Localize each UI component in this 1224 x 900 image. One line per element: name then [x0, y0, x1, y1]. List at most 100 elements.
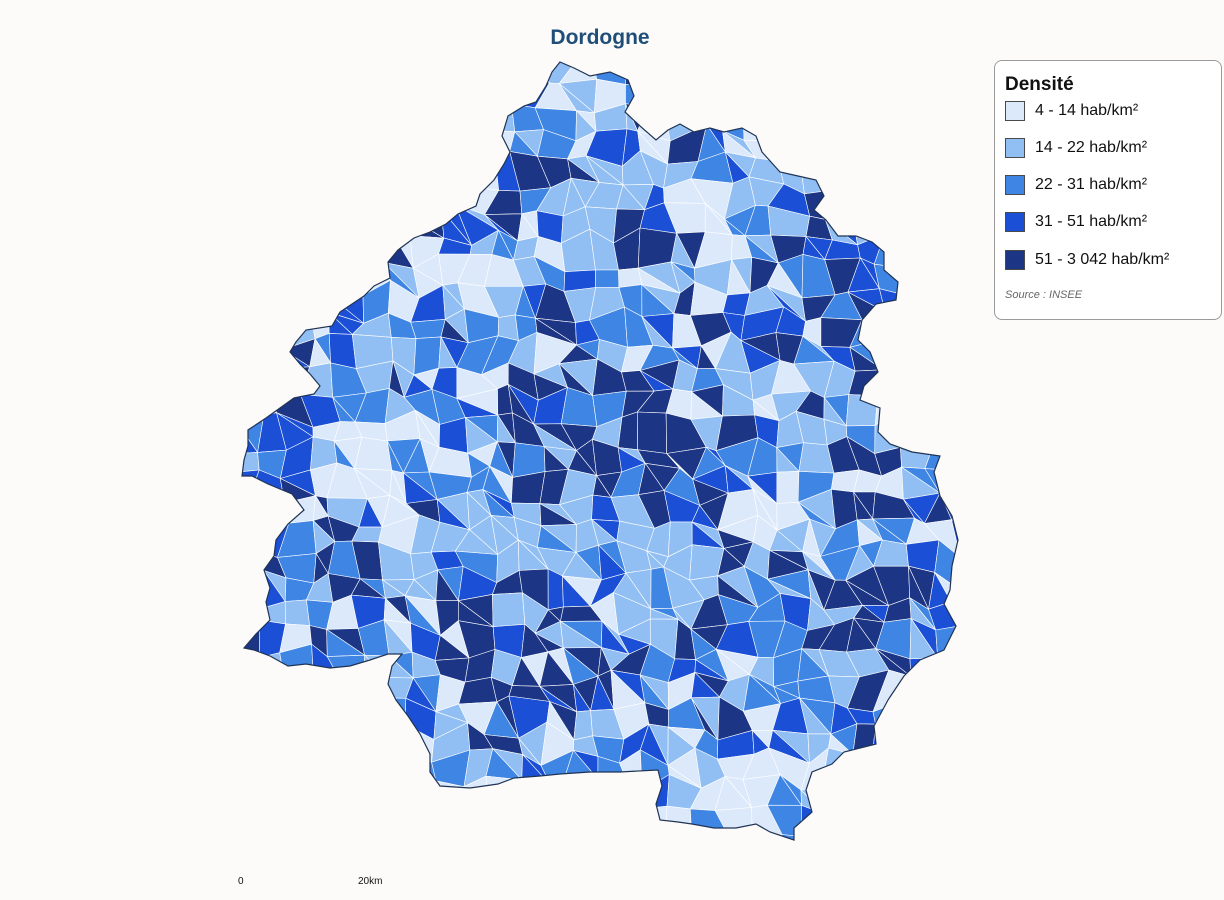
- commune-polygon: [742, 84, 770, 101]
- commune-polygon: [927, 153, 958, 182]
- legend-source: Source : INSEE: [1005, 289, 1083, 301]
- commune-polygon: [242, 316, 258, 347]
- commune-polygon: [934, 652, 958, 678]
- commune-polygon: [242, 760, 251, 792]
- commune-polygon: [275, 204, 305, 239]
- commune-polygon: [326, 206, 360, 244]
- commune-polygon: [304, 833, 343, 840]
- commune-polygon: [436, 76, 468, 112]
- commune-polygon: [242, 62, 260, 75]
- commune-polygon: [363, 654, 388, 684]
- commune-polygon: [285, 783, 301, 819]
- commune-polygon: [334, 833, 366, 840]
- commune-polygon: [954, 842, 979, 859]
- commune-polygon: [242, 523, 256, 550]
- commune-polygon: [242, 267, 258, 288]
- commune-polygon: [309, 701, 334, 739]
- commune-polygon: [326, 203, 367, 244]
- commune-polygon: [242, 830, 265, 840]
- commune-polygon: [907, 125, 934, 166]
- commune-polygon: [902, 675, 938, 703]
- commune-polygon: [283, 675, 317, 703]
- commune-polygon: [242, 345, 258, 371]
- commune-polygon: [358, 752, 395, 790]
- commune-polygon: [247, 728, 290, 761]
- commune-polygon: [300, 188, 328, 208]
- commune-polygon: [669, 62, 708, 83]
- commune-polygon: [694, 97, 727, 132]
- commune-polygon: [938, 384, 957, 423]
- commune-polygon: [939, 842, 954, 864]
- commune-polygon: [903, 62, 931, 81]
- commune-polygon: [848, 87, 888, 107]
- commune-polygon: [933, 268, 958, 283]
- legend-item-5: 51 - 3 042 hab/km²: [1005, 248, 1169, 272]
- commune-polygon: [299, 778, 343, 819]
- legend-swatch: [1005, 138, 1025, 158]
- commune-polygon: [850, 86, 889, 105]
- commune-polygon: [242, 360, 261, 389]
- commune-polygon: [256, 345, 284, 370]
- commune-polygon: [408, 175, 442, 210]
- commune-polygon: [306, 75, 340, 111]
- commune-polygon: [896, 739, 931, 758]
- commune-polygon: [256, 809, 274, 840]
- commune-polygon: [285, 783, 317, 819]
- commune-polygon: [861, 804, 880, 829]
- commune-polygon: [956, 62, 958, 91]
- commune-polygon: [965, 462, 991, 496]
- commune-polygon: [336, 80, 364, 116]
- commune-polygon: [876, 209, 911, 235]
- commune-polygon: [951, 721, 958, 764]
- commune-polygon: [858, 157, 885, 178]
- commune-polygon: [965, 471, 991, 505]
- commune-polygon: [637, 805, 668, 831]
- commune-polygon: [748, 834, 783, 840]
- commune-polygon: [242, 619, 261, 661]
- commune-polygon: [242, 97, 253, 140]
- commune-polygon: [922, 77, 958, 117]
- commune-polygon: [851, 157, 885, 181]
- legend-swatch: [1005, 212, 1025, 232]
- commune-polygon: [436, 105, 469, 136]
- commune-polygon: [618, 267, 643, 288]
- commune-polygon: [337, 778, 370, 801]
- commune-polygon: [871, 134, 912, 169]
- commune-polygon: [301, 62, 340, 82]
- commune-polygon: [357, 236, 395, 263]
- commune-polygon: [310, 106, 338, 137]
- commune-polygon: [573, 807, 596, 840]
- commune-polygon: [252, 71, 279, 108]
- commune-polygon: [901, 832, 940, 840]
- commune-polygon: [664, 80, 696, 115]
- commune-polygon: [948, 307, 958, 337]
- commune-polygon: [573, 710, 593, 741]
- commune-polygon: [645, 835, 673, 840]
- commune-polygon: [329, 178, 367, 205]
- commune-polygon: [242, 473, 248, 504]
- commune-polygon: [930, 180, 958, 215]
- commune-polygon: [358, 752, 395, 776]
- commune-polygon: [309, 721, 335, 752]
- commune-polygon: [284, 599, 311, 626]
- commune-polygon: [258, 63, 279, 78]
- commune-polygon: [855, 773, 885, 806]
- commune-polygon: [748, 62, 783, 90]
- commune-polygon: [949, 574, 958, 601]
- commune-polygon: [259, 165, 283, 186]
- commune-polygon: [384, 217, 411, 238]
- commune-polygon: [898, 113, 934, 136]
- commune-polygon: [387, 81, 414, 103]
- commune-polygon: [387, 62, 414, 85]
- commune-polygon: [950, 652, 958, 678]
- commune-polygon: [680, 80, 696, 100]
- commune-polygon: [328, 135, 367, 167]
- commune-polygon: [254, 266, 290, 292]
- commune-polygon: [469, 153, 500, 191]
- commune-polygon: [798, 151, 834, 195]
- commune-polygon: [258, 202, 279, 239]
- legend-label: 22 - 31 hab/km²: [1035, 176, 1148, 193]
- commune-polygon: [878, 827, 906, 840]
- commune-polygon: [586, 839, 625, 840]
- scale-start-label: 0: [238, 876, 244, 887]
